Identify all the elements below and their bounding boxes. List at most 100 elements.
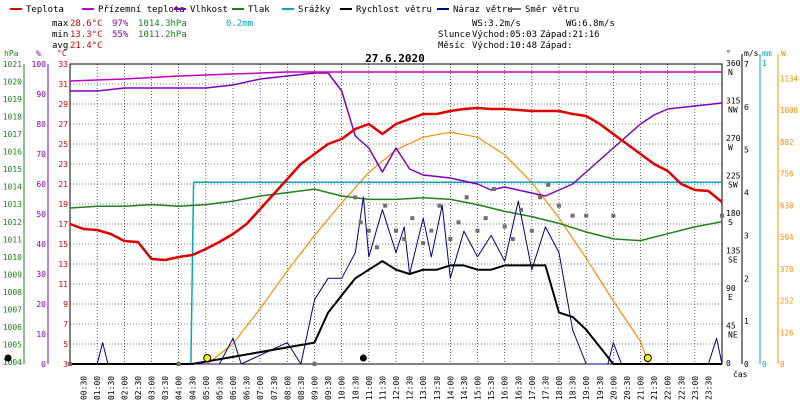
x-tick: 21:00 bbox=[637, 376, 646, 400]
stat-max-temp: 28.6°C bbox=[70, 19, 103, 29]
pressure-tick: 1005 bbox=[3, 340, 22, 349]
x-tick: 21:30 bbox=[650, 376, 659, 400]
temperature-tick: 29 bbox=[58, 100, 68, 109]
temperature-tick: 31 bbox=[58, 80, 68, 89]
legend-label: Náraz větru bbox=[453, 5, 513, 15]
x-tick: 14:00 bbox=[446, 376, 455, 400]
pressure-tick: 1017 bbox=[3, 130, 22, 139]
pressure-tick: 1011 bbox=[3, 235, 22, 244]
direction-label: N bbox=[728, 68, 733, 77]
direction-point bbox=[410, 216, 415, 221]
rain-tick: 0 bbox=[762, 360, 767, 369]
direction-point bbox=[483, 216, 488, 221]
x-tick: 23:00 bbox=[691, 376, 700, 400]
temperature-tick: 9 bbox=[63, 300, 68, 309]
feels-temp-line bbox=[69, 71, 722, 82]
series bbox=[4, 71, 724, 366]
direction-label: SE bbox=[728, 256, 738, 265]
temperature-tick: 17 bbox=[58, 220, 68, 229]
x-tick: 09:30 bbox=[324, 376, 333, 400]
x-tick: 01:00 bbox=[93, 376, 102, 400]
x-tick: 18:30 bbox=[569, 376, 578, 400]
direction-unit: ° bbox=[726, 49, 731, 58]
x-tick: 16:00 bbox=[501, 376, 510, 400]
pressure-tick: 1020 bbox=[3, 78, 22, 87]
wind-unit: m/s bbox=[744, 49, 759, 58]
direction-point bbox=[584, 213, 589, 218]
temperature-tick: 19 bbox=[58, 200, 68, 209]
direction-tick: 90 bbox=[726, 284, 736, 293]
pressure-tick: 1019 bbox=[3, 95, 22, 104]
stat-max-press: 1014.3hPa bbox=[138, 19, 187, 29]
stat-moon-rise: Východ:10:48 bbox=[472, 41, 537, 51]
direction-point bbox=[437, 203, 442, 208]
x-tick: 07:30 bbox=[270, 376, 279, 400]
wind-tick: 5 bbox=[744, 146, 749, 155]
wind-tick: 3 bbox=[744, 231, 749, 240]
solar-tick: 1134 bbox=[780, 74, 799, 83]
direction-point bbox=[611, 213, 616, 218]
x-tick: 04:30 bbox=[188, 376, 197, 400]
direction-point bbox=[421, 241, 426, 246]
x-tick: 19:00 bbox=[582, 376, 591, 400]
solar-line bbox=[206, 131, 650, 365]
x-tick: 08:30 bbox=[297, 376, 306, 400]
wind-tick: 4 bbox=[744, 189, 749, 198]
x-tick: 12:00 bbox=[392, 376, 401, 400]
direction-point bbox=[353, 195, 358, 200]
legend-label: Tlak bbox=[248, 5, 270, 15]
pressure-tick: 1012 bbox=[3, 218, 22, 227]
temperature-tick: 7 bbox=[63, 320, 68, 329]
temperature-tick: 33 bbox=[58, 60, 68, 69]
stat-min-press: 1011.2hPa bbox=[138, 30, 187, 40]
direction-point bbox=[529, 228, 534, 233]
x-tick: 22:00 bbox=[664, 376, 673, 400]
rain-tick: 1 bbox=[762, 59, 767, 68]
legend-label: Srážky bbox=[298, 5, 331, 15]
direction-point bbox=[402, 237, 407, 241]
x-tick: 05:30 bbox=[215, 376, 224, 400]
sunrise-marker bbox=[203, 354, 212, 362]
x-tick: 19:30 bbox=[596, 376, 605, 400]
x-tick: 15:00 bbox=[474, 376, 483, 400]
pressure-unit: hPa bbox=[4, 49, 19, 58]
x-tick: 18:00 bbox=[555, 376, 564, 400]
x-tick: 02:30 bbox=[134, 376, 143, 400]
humidity-line bbox=[70, 72, 723, 197]
pressure-tick: 1016 bbox=[3, 148, 22, 157]
x-tick: 10:00 bbox=[338, 376, 347, 400]
direction-point bbox=[429, 228, 434, 233]
temperature-tick: 15 bbox=[58, 240, 68, 249]
direction-point bbox=[456, 220, 461, 225]
direction-label: NW bbox=[728, 106, 738, 115]
direction-point bbox=[570, 213, 575, 218]
x-axis-label: čas bbox=[733, 369, 748, 379]
x-tick: 14:30 bbox=[460, 376, 469, 400]
temperature-unit: °C bbox=[57, 49, 67, 58]
legend: Teplota Přízemní teplota Vlhkost Tlak Srážky… bbox=[10, 5, 579, 15]
x-tick: 05:00 bbox=[202, 376, 211, 400]
temperature-tick: 13 bbox=[58, 260, 68, 269]
direction-tick: 45 bbox=[726, 322, 736, 331]
stat-min-label: min bbox=[52, 30, 68, 40]
x-tick: 06:30 bbox=[243, 376, 252, 400]
moon-marker bbox=[4, 354, 12, 362]
x-tick: 08:00 bbox=[283, 376, 292, 400]
humidity-tick: 70 bbox=[36, 150, 46, 159]
direction-point bbox=[448, 237, 453, 241]
direction-tick: 315 bbox=[726, 97, 741, 106]
stat-wg: WG:6.8m/s bbox=[566, 19, 615, 29]
gust-line bbox=[70, 196, 723, 365]
direction-point bbox=[383, 203, 388, 208]
direction-label: W bbox=[728, 143, 733, 152]
wind-tick: 6 bbox=[744, 103, 749, 112]
temperature-tick: 3 bbox=[63, 360, 68, 369]
direction-label: NE bbox=[728, 331, 738, 340]
x-tick: 13:00 bbox=[419, 376, 428, 400]
pressure-tick: 1007 bbox=[3, 305, 22, 314]
pressure-tick: 1010 bbox=[3, 253, 22, 262]
direction-point bbox=[537, 195, 542, 200]
direction-point bbox=[491, 187, 496, 191]
legend-label: Přízemní teplota bbox=[98, 5, 185, 15]
